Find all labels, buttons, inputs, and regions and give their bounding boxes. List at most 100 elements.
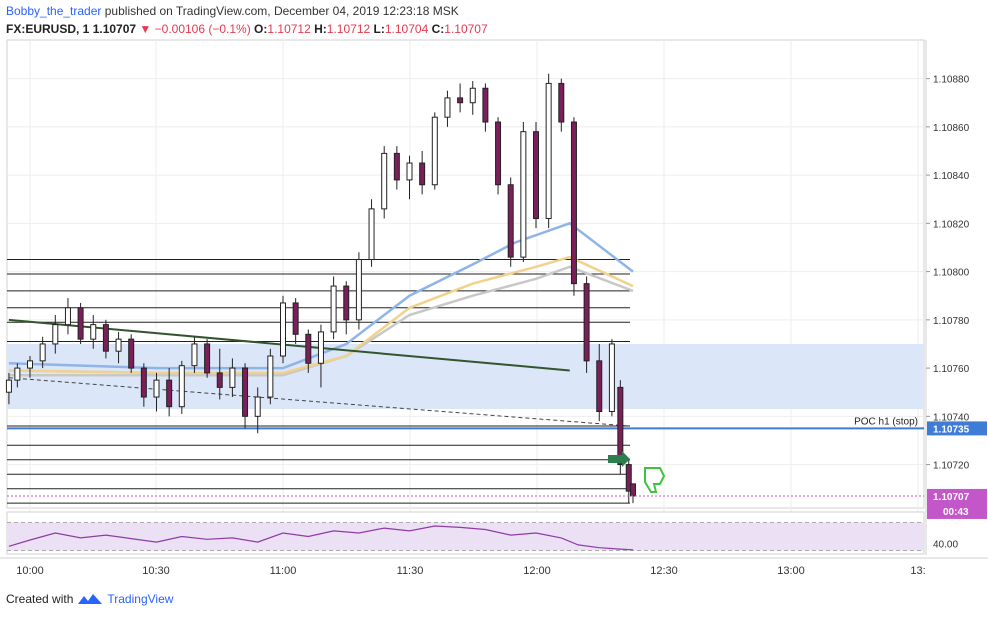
candle-body [457, 97, 464, 104]
low-label: L: [373, 22, 385, 36]
x-tick-label: 10:00 [16, 565, 44, 577]
candle[interactable] [115, 331, 122, 364]
candle[interactable] [533, 122, 539, 229]
candle[interactable] [343, 281, 350, 335]
published-text: published on TradingView.com, December 0… [104, 4, 459, 18]
candle[interactable] [520, 122, 527, 262]
candle[interactable] [64, 298, 71, 335]
candle-body [495, 121, 502, 186]
candle[interactable] [444, 90, 451, 127]
candle[interactable] [39, 336, 46, 369]
candle[interactable] [52, 315, 59, 354]
candle-body [140, 367, 147, 398]
candle[interactable] [507, 177, 514, 267]
candle-body [617, 386, 624, 466]
candle-body [5, 379, 12, 393]
candle-body [393, 152, 400, 181]
x-tick-label: 11:00 [270, 565, 297, 577]
candle[interactable] [267, 348, 274, 405]
candle[interactable] [482, 83, 489, 132]
candle-body [469, 87, 476, 104]
low-value: 1.10704 [384, 22, 429, 36]
poc-annotation: POC h1 (stop) [854, 416, 918, 427]
candle[interactable] [545, 73, 552, 229]
candle-body [102, 324, 109, 352]
candle[interactable] [242, 363, 249, 429]
candle[interactable] [191, 336, 198, 373]
candle-body [292, 302, 299, 335]
candle[interactable] [583, 276, 590, 373]
candle-body [419, 162, 426, 186]
candle[interactable] [317, 324, 324, 388]
candle[interactable] [153, 372, 160, 412]
candle-body [204, 343, 211, 374]
candle[interactable] [431, 112, 438, 190]
candle[interactable] [77, 302, 84, 344]
x-tick-label: 13:00 [777, 565, 805, 577]
candle-body [229, 367, 236, 388]
candle-body [267, 355, 274, 398]
candle[interactable] [330, 276, 337, 340]
candle[interactable] [27, 356, 33, 378]
rsi-band [7, 522, 924, 551]
candle-body [128, 338, 135, 369]
candle-body [520, 131, 527, 258]
candle[interactable] [558, 78, 565, 132]
candle-body [583, 283, 590, 362]
candle[interactable] [355, 252, 362, 330]
candle[interactable] [102, 319, 109, 359]
candle[interactable] [204, 339, 211, 378]
candle[interactable] [305, 329, 312, 373]
candle-body [27, 360, 33, 369]
candle[interactable] [393, 146, 400, 190]
candle-body [625, 464, 632, 492]
candle[interactable] [14, 363, 21, 388]
y-tick-label: 1.10800 [933, 268, 970, 279]
chart-canvas[interactable]: POC h1 (stop) 1.10880 1.10860 1.10840 1.1082… [0, 0, 988, 590]
candle-body [545, 82, 552, 220]
candle[interactable] [368, 199, 375, 267]
candle[interactable] [469, 81, 476, 115]
candle[interactable] [280, 295, 286, 364]
candle[interactable] [381, 146, 388, 219]
candle-body [330, 285, 337, 333]
candle[interactable] [140, 363, 147, 407]
symbol-label[interactable]: FX:EURUSD, 1 [6, 22, 90, 36]
candle[interactable] [570, 117, 577, 296]
candle[interactable] [178, 360, 185, 414]
change-value: ▼ −0.00106 (−0.1%) [139, 22, 251, 36]
candle[interactable] [90, 315, 97, 349]
candle[interactable] [5, 372, 12, 405]
open-label: O: [254, 22, 268, 36]
candle-body [216, 372, 223, 388]
candle[interactable] [419, 150, 426, 195]
candle[interactable] [292, 298, 299, 344]
author-link[interactable]: Bobby_the_trader [6, 4, 102, 18]
candle[interactable] [406, 155, 413, 200]
candle-body [444, 97, 451, 118]
tradingview-logo-icon [78, 594, 103, 604]
candle[interactable] [229, 358, 236, 398]
candle[interactable] [254, 387, 261, 434]
candle-body [166, 379, 173, 408]
candle[interactable] [216, 348, 223, 400]
candle-body [507, 184, 514, 258]
candle[interactable] [596, 343, 603, 422]
candle[interactable] [128, 334, 135, 373]
y-tick-label: 1.10880 [933, 75, 970, 86]
y-tick-label: 1.10720 [933, 461, 970, 472]
candle[interactable] [166, 368, 173, 417]
trendline[interactable] [8, 318, 570, 372]
open-value: 1.10712 [267, 22, 311, 36]
x-tick-label: 13: [910, 565, 925, 577]
candle[interactable] [457, 83, 464, 113]
tradingview-brand[interactable]: TradingView [107, 592, 174, 606]
candle-body [242, 367, 249, 417]
candle-body [90, 324, 97, 340]
y-tick-label: 1.10860 [933, 123, 970, 134]
candle[interactable] [495, 117, 502, 195]
dashed-trendline[interactable] [8, 377, 629, 427]
rsi-line[interactable] [8, 525, 634, 551]
candle-body [368, 208, 375, 261]
candle[interactable] [608, 339, 615, 417]
